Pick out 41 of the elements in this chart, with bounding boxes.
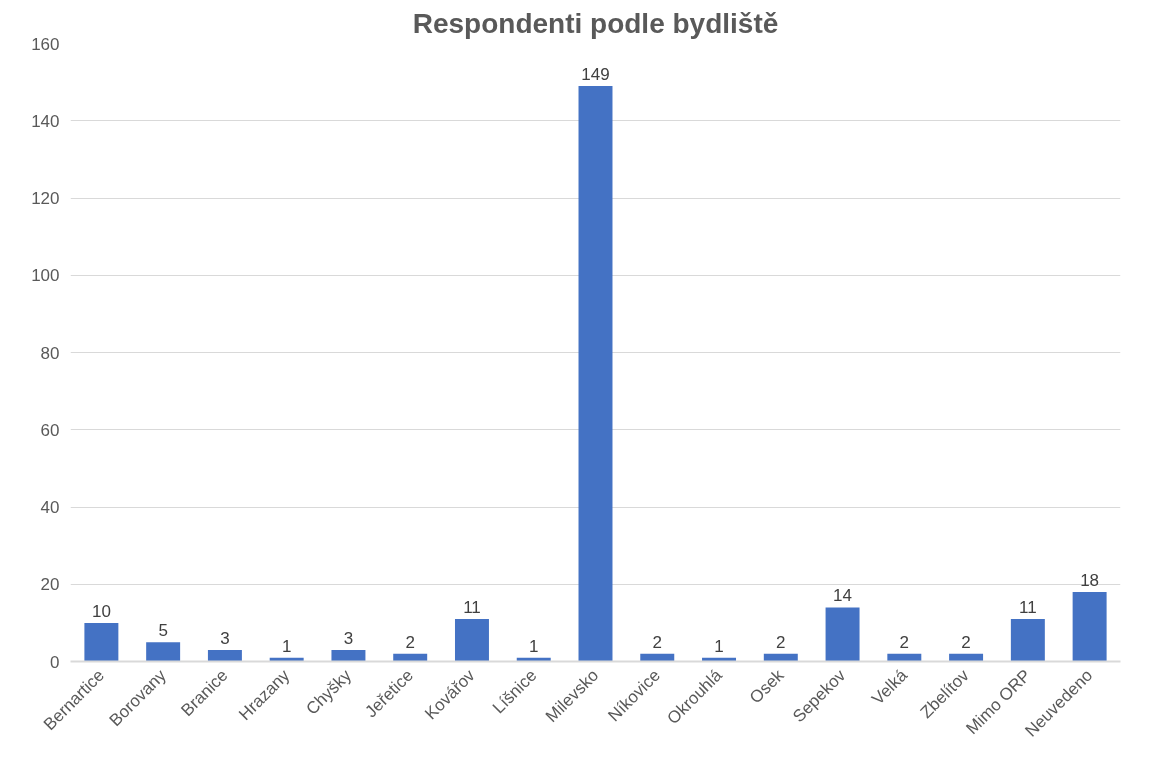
bar	[825, 607, 860, 662]
data-label: 1	[714, 636, 724, 656]
data-label: 11	[463, 598, 481, 618]
y-tick-label: 80	[40, 343, 60, 363]
data-label: 2	[405, 632, 415, 652]
bar	[146, 642, 181, 662]
data-label: 11	[1019, 598, 1037, 618]
y-tick-label: 120	[31, 189, 60, 208]
y-tick-label: 60	[40, 420, 60, 440]
data-label: 2	[652, 632, 663, 652]
data-label: 18	[1080, 570, 1100, 590]
bar	[84, 622, 119, 662]
y-tick-label: 140	[31, 111, 60, 131]
data-label: 5	[158, 621, 168, 641]
data-label: 1	[281, 636, 292, 656]
y-tick-label: 160	[31, 34, 60, 54]
bar	[949, 653, 984, 662]
chart-title: Respondenti podle bydliště	[412, 7, 779, 39]
bar	[454, 619, 489, 662]
bar	[1010, 619, 1045, 662]
data-label: 14	[833, 586, 853, 606]
y-tick-label: 0	[50, 652, 60, 672]
data-label: 1	[529, 636, 539, 656]
y-tick-label: 100	[31, 266, 60, 286]
data-label: 10	[91, 601, 111, 621]
data-label: 2	[961, 632, 971, 652]
data-label: 2	[899, 632, 910, 652]
data-label: 149	[581, 64, 610, 84]
bar	[331, 649, 366, 662]
bar	[640, 653, 675, 662]
bar	[207, 649, 242, 662]
bar	[1072, 591, 1107, 662]
bar	[393, 653, 428, 662]
data-label: 2	[776, 632, 786, 652]
bar	[763, 653, 798, 662]
bar	[887, 653, 922, 662]
data-label: 3	[343, 628, 354, 648]
y-tick-label: 40	[40, 498, 60, 517]
bar	[578, 85, 613, 662]
y-tick-label: 20	[40, 575, 60, 595]
data-label: 3	[220, 628, 230, 648]
